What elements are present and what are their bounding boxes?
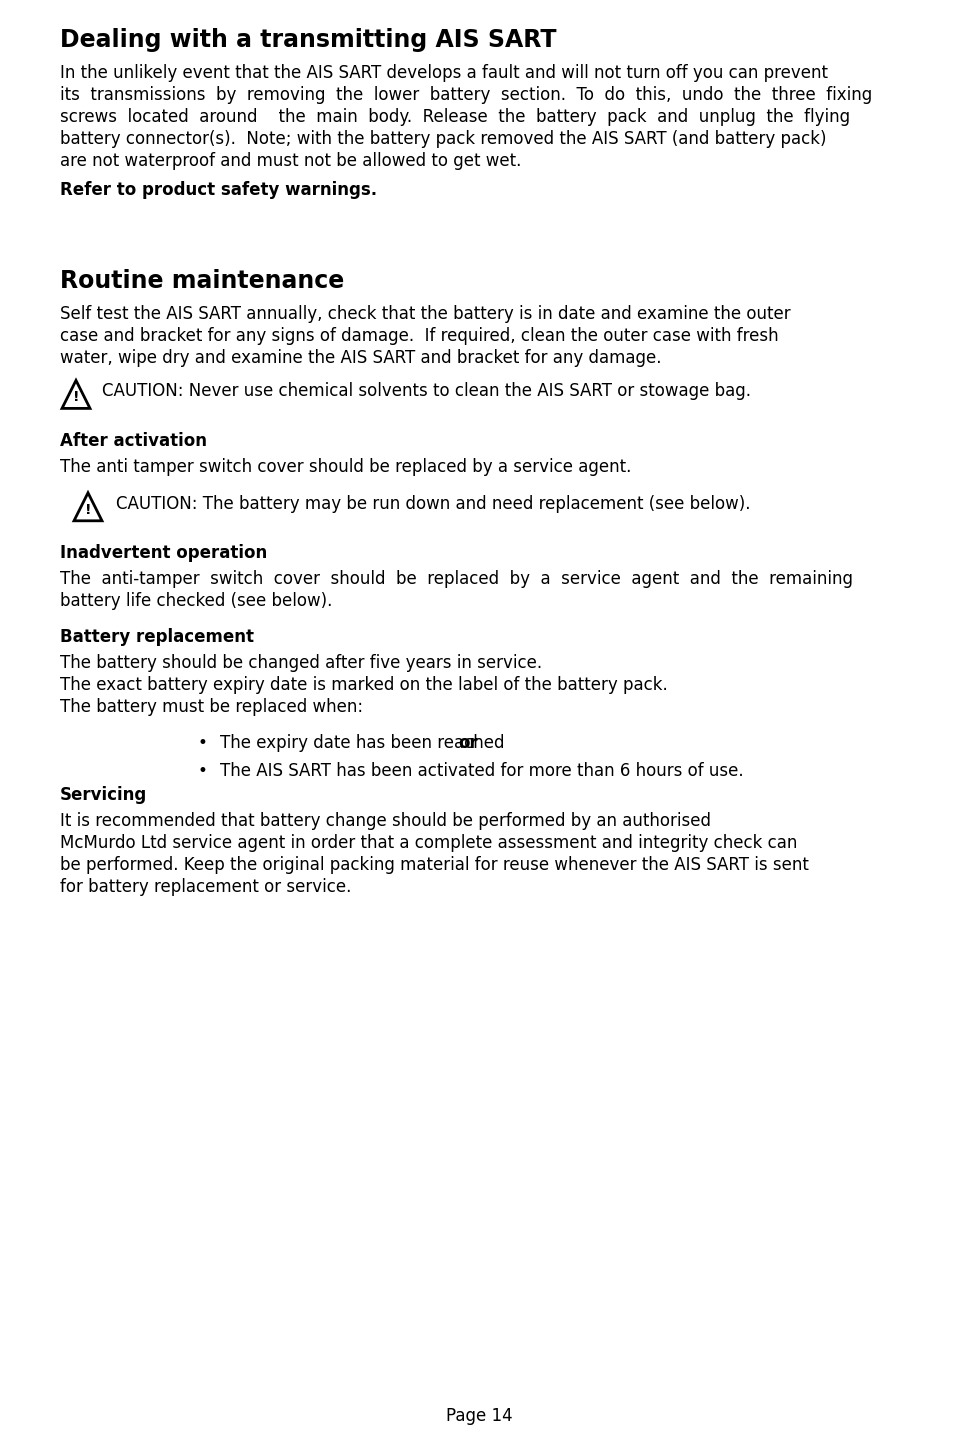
Text: Routine maintenance: Routine maintenance: [60, 269, 344, 293]
Text: It is recommended that battery change should be performed by an authorised: It is recommended that battery change sh…: [60, 812, 711, 831]
Text: McMurdo Ltd service agent in order that a complete assessment and integrity chec: McMurdo Ltd service agent in order that …: [60, 833, 797, 852]
Text: Servicing: Servicing: [60, 786, 148, 803]
Text: CAUTION: Never use chemical solvents to clean the AIS SART or stowage bag.: CAUTION: Never use chemical solvents to …: [102, 382, 751, 401]
Text: CAUTION: The battery may be run down and need replacement (see below).: CAUTION: The battery may be run down and…: [116, 494, 751, 513]
Text: for battery replacement or service.: for battery replacement or service.: [60, 878, 351, 897]
Text: •: •: [198, 762, 208, 780]
Text: !: !: [73, 391, 80, 404]
Text: The AIS SART has been activated for more than 6 hours of use.: The AIS SART has been activated for more…: [220, 762, 743, 780]
Text: The battery must be replaced when:: The battery must be replaced when:: [60, 698, 363, 716]
Text: battery life checked (see below).: battery life checked (see below).: [60, 592, 333, 609]
Text: The expiry date has been reached: The expiry date has been reached: [220, 734, 515, 752]
Text: •: •: [198, 734, 208, 752]
Text: Battery replacement: Battery replacement: [60, 628, 254, 647]
Text: screws  located  around    the  main  body.  Release  the  battery  pack  and  u: screws located around the main body. Rel…: [60, 108, 850, 126]
Text: Dealing with a transmitting AIS SART: Dealing with a transmitting AIS SART: [60, 27, 556, 52]
Text: its  transmissions  by  removing  the  lower  battery  section.  To  do  this,  : its transmissions by removing the lower …: [60, 86, 873, 103]
Text: In the unlikely event that the AIS SART develops a fault and will not turn off y: In the unlikely event that the AIS SART …: [60, 65, 828, 82]
Text: Inadvertent operation: Inadvertent operation: [60, 545, 268, 562]
Text: Page 14: Page 14: [446, 1407, 513, 1426]
Text: The anti tamper switch cover should be replaced by a service agent.: The anti tamper switch cover should be r…: [60, 457, 631, 476]
Text: The  anti-tamper  switch  cover  should  be  replaced  by  a  service  agent  an: The anti-tamper switch cover should be r…: [60, 570, 853, 588]
Text: battery connector(s).  Note; with the battery pack removed the AIS SART (and bat: battery connector(s). Note; with the bat…: [60, 129, 827, 148]
Text: After activation: After activation: [60, 431, 207, 450]
Text: are not waterproof and must not be allowed to get wet.: are not waterproof and must not be allow…: [60, 152, 522, 170]
Text: water, wipe dry and examine the AIS SART and bracket for any damage.: water, wipe dry and examine the AIS SART…: [60, 349, 662, 368]
Text: or: or: [458, 734, 478, 752]
Text: be performed. Keep the original packing material for reuse whenever the AIS SART: be performed. Keep the original packing …: [60, 856, 808, 874]
Text: !: !: [84, 503, 91, 516]
Text: Refer to product safety warnings.: Refer to product safety warnings.: [60, 181, 377, 198]
Text: The battery should be changed after five years in service.: The battery should be changed after five…: [60, 654, 542, 673]
Text: Self test the AIS SART annually, check that the battery is in date and examine t: Self test the AIS SART annually, check t…: [60, 306, 790, 323]
Text: case and bracket for any signs of damage.  If required, clean the outer case wit: case and bracket for any signs of damage…: [60, 328, 779, 345]
Text: The exact battery expiry date is marked on the label of the battery pack.: The exact battery expiry date is marked …: [60, 675, 667, 694]
